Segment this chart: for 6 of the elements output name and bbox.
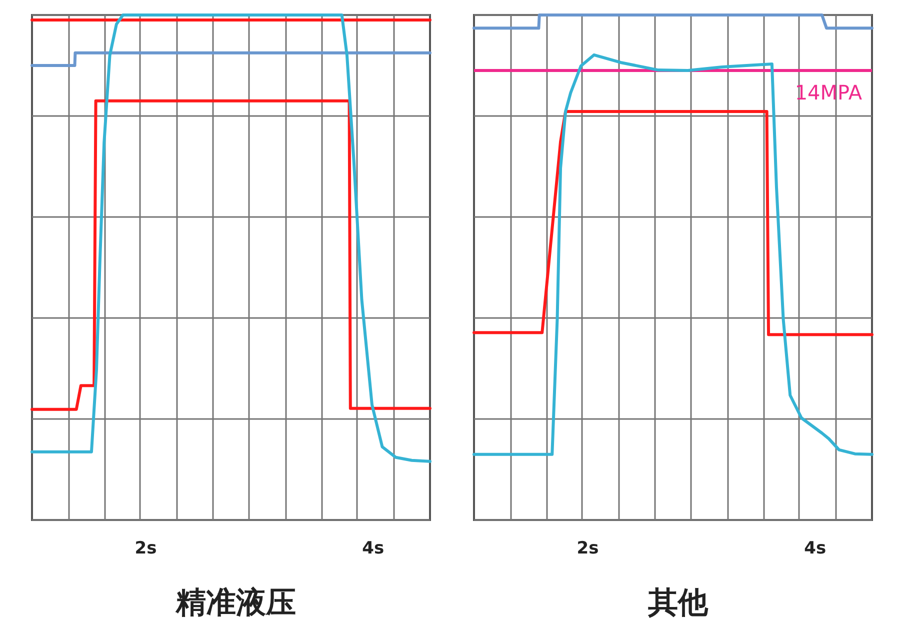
text: 其他	[647, 586, 709, 620]
x-tick-label: 2s	[134, 538, 157, 558]
x-tick-label: 2s	[576, 538, 599, 558]
x-tick-label: 4s	[804, 538, 826, 558]
x-tick-label: 4s	[362, 538, 384, 558]
text: 精准液压	[175, 586, 296, 620]
